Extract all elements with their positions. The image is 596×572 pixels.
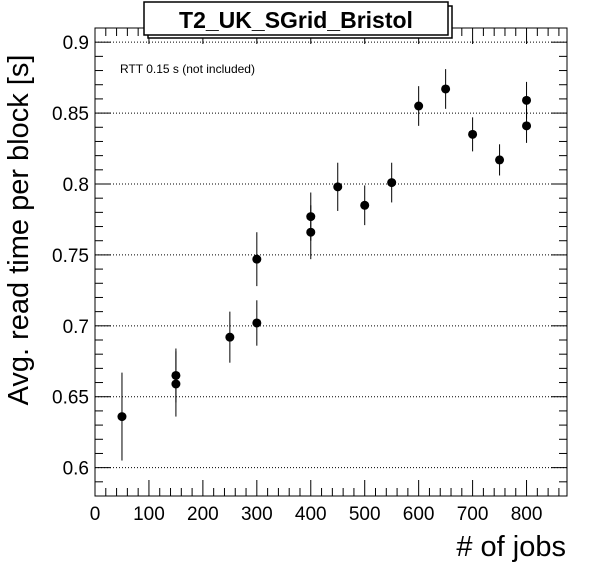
y-tick-labels: 0.6 0.65 0.7 0.75 0.8 0.85 0.9 [52, 33, 89, 479]
data-point [252, 254, 262, 264]
y-tick-label: 0.7 [63, 317, 89, 338]
data-point [225, 332, 235, 342]
data-point [252, 318, 262, 328]
data-point [468, 129, 478, 139]
x-tick-label: 500 [349, 504, 381, 525]
chart-title: T2_UK_SGrid_Bristol [179, 7, 413, 33]
data-point [306, 227, 316, 237]
data-point [522, 121, 532, 131]
data-point [414, 101, 424, 111]
data-point [495, 155, 505, 165]
x-tick-label: 700 [457, 504, 489, 525]
x-tick-labels: 0 100 200 300 400 500 600 700 800 [90, 504, 543, 525]
title-box-frame [143, 1, 449, 36]
data-point [306, 212, 316, 222]
x-tick-label: 100 [133, 504, 165, 525]
data-point [117, 412, 127, 422]
data-point [441, 84, 451, 94]
y-tick-label: 0.8 [63, 175, 89, 196]
y-tick-label: 0.85 [52, 104, 89, 125]
data-point [171, 379, 181, 389]
x-tick-label: 800 [511, 504, 543, 525]
y-tick-label: 0.75 [52, 246, 89, 267]
x-axis-label: # of jobs [456, 531, 566, 563]
x-tick-label: 600 [403, 504, 435, 525]
x-tick-label: 400 [295, 504, 327, 525]
y-tick-label: 0.9 [63, 33, 89, 54]
data-point [171, 370, 181, 380]
title-box: T2_UK_SGrid_Bristol [143, 1, 453, 39]
x-tick-label: 200 [187, 504, 219, 525]
grid [95, 41, 567, 469]
data-point [387, 178, 397, 188]
x-tick-label: 0 [90, 504, 101, 525]
y-tick-label: 0.6 [63, 459, 89, 480]
y-axis-label: Avg. read time per block [s] [3, 55, 35, 406]
rtt-annotation: RTT 0.15 s (not included) [120, 62, 255, 76]
y-tick-label: 0.65 [52, 388, 89, 409]
x-tick-label: 300 [241, 504, 273, 525]
data-point [333, 182, 343, 192]
data-point [360, 200, 370, 210]
data-points [117, 84, 532, 422]
data-point [522, 95, 532, 105]
